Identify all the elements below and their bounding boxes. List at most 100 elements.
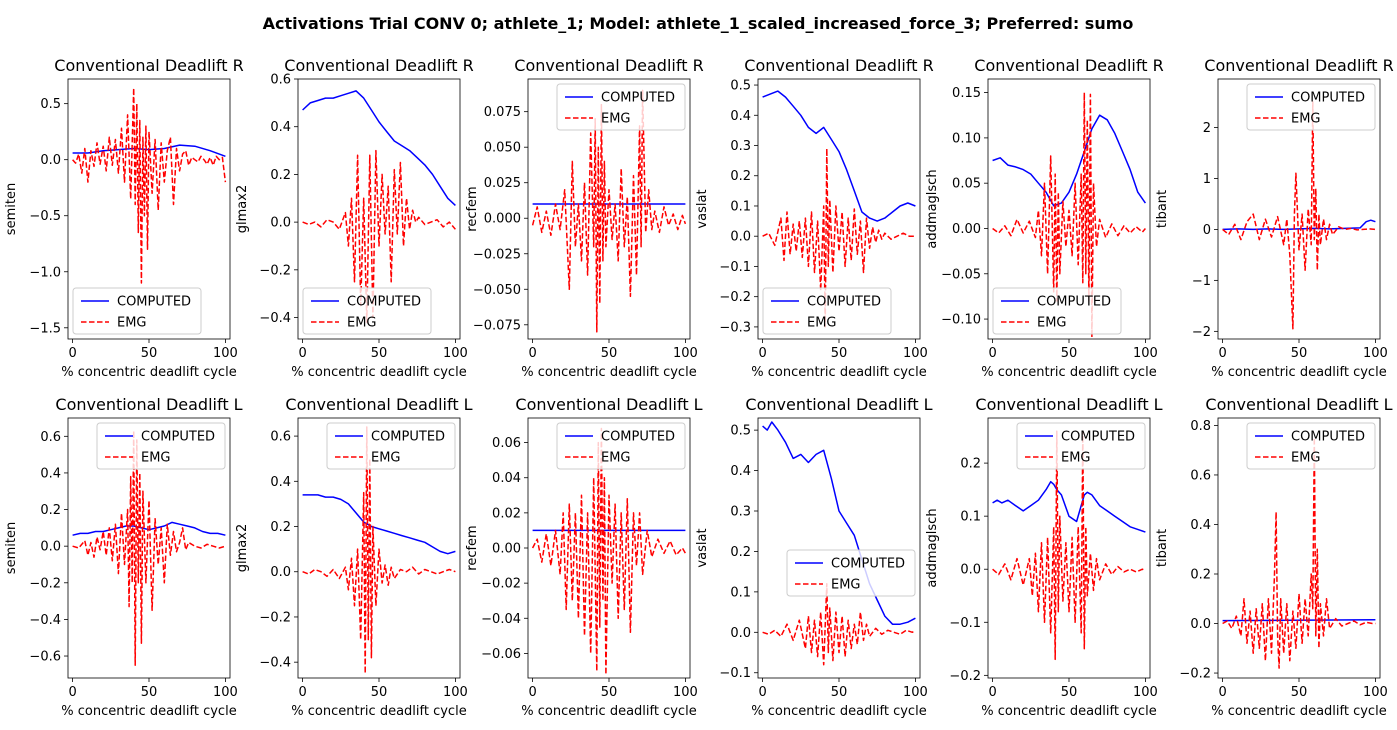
series-line-computed [992, 114, 1147, 207]
legend: COMPUTED EMG [326, 422, 456, 470]
legend: COMPUTED EMG [302, 287, 432, 335]
y-tick-label: 0.2 [730, 169, 751, 184]
legend-label: COMPUTED [831, 557, 905, 572]
subplot-12: Conventional Deadlift L 0 50 100 −0.2 0.0 0.2 0… [1155, 395, 1393, 719]
series-line-computed [72, 521, 226, 536]
series-group [72, 430, 226, 666]
y-tick-label: 0.025 [484, 176, 521, 191]
x-tick-label: 0 [298, 685, 306, 700]
legend-label: EMG [117, 316, 147, 331]
series-line-emg [1222, 437, 1376, 669]
axes-frame [757, 417, 921, 679]
x-tick-label: 100 [673, 685, 698, 700]
figure-title: Activations Trial CONV 0; athlete_1; Mod… [263, 14, 1134, 33]
x-tick-label: 50 [141, 685, 158, 700]
y-tick-label: 0.6 [270, 430, 291, 445]
x-tick-label: 0 [1218, 685, 1226, 700]
y-tick-label: 0.6 [270, 73, 291, 88]
subplot-title: Conventional Deadlift R [744, 56, 933, 75]
y-tick-label: 0.1 [730, 585, 751, 600]
series-group [302, 90, 456, 324]
x-tick-label: 0 [528, 346, 536, 361]
y-tick-label: −1 [1192, 274, 1211, 289]
subplot-title: Conventional Deadlift R [54, 56, 243, 75]
y-tick-label: 0.050 [484, 141, 521, 156]
x-tick-label: 100 [213, 685, 238, 700]
y-tick-label: −0.05 [941, 267, 981, 282]
y-tick-label: 2 [1203, 121, 1211, 136]
legend-label: EMG [371, 451, 401, 466]
subplot-9: Conventional Deadlift L 0 50 100 −0.06 −0.04 −… [465, 395, 703, 719]
legend-label: EMG [1291, 451, 1321, 466]
x-axis-label: % concentric deadlift cycle [61, 365, 236, 380]
subplot-10: Conventional Deadlift L 0 50 100 −0.1 0.0 0.1 0… [695, 395, 933, 719]
series-group [992, 91, 1147, 338]
subplot-title: Conventional Deadlift L [975, 395, 1162, 414]
x-axis-label: % concentric deadlift cycle [751, 704, 926, 719]
subplot-title: Conventional Deadlift L [745, 395, 932, 414]
x-tick-label: 100 [673, 346, 698, 361]
y-tick-label: 0.0 [1190, 617, 1211, 632]
y-tick-label: −2 [1192, 325, 1211, 340]
subplot-title: Conventional Deadlift L [285, 395, 472, 414]
legend-label: COMPUTED [141, 430, 215, 445]
x-axis-label: % concentric deadlift cycle [1211, 704, 1386, 719]
x-tick-label: 100 [213, 346, 238, 361]
legend-label: EMG [1037, 316, 1067, 331]
y-tick-label: −0.4 [29, 613, 61, 628]
y-tick-label: 0.04 [492, 471, 521, 486]
y-tick-label: −0.6 [29, 650, 61, 665]
y-axis-label: glmax2 [235, 185, 250, 233]
y-tick-label: 0.4 [270, 475, 291, 490]
subplot-title: Conventional Deadlift L [55, 395, 242, 414]
series-line-computed [302, 90, 456, 206]
y-tick-label: −0.06 [481, 647, 521, 662]
y-tick-label: 0.6 [40, 430, 61, 445]
series-group [762, 421, 916, 666]
y-tick-label: 0.10 [952, 131, 981, 146]
legend: COMPUTED EMG [556, 422, 686, 470]
legend-label: COMPUTED [1061, 430, 1135, 445]
y-tick-label: −1.5 [29, 321, 61, 336]
y-tick-label: 0.3 [730, 139, 751, 154]
x-axis-label: % concentric deadlift cycle [521, 365, 696, 380]
x-axis-label: % concentric deadlift cycle [1211, 365, 1386, 380]
y-tick-label: −0.2 [29, 576, 61, 591]
y-axis-label: recfem [465, 186, 480, 231]
y-tick-label: 0.0 [270, 216, 291, 231]
series-group [762, 90, 916, 328]
y-tick-label: 0.0 [40, 540, 61, 555]
y-tick-label: 0.5 [730, 79, 751, 94]
series-group [1222, 437, 1376, 669]
y-tick-label: −0.4 [259, 656, 291, 671]
x-tick-label: 100 [443, 685, 468, 700]
subplot-title: Conventional Deadlift L [515, 395, 702, 414]
legend-label: EMG [601, 451, 631, 466]
subplot-1: Conventional Deadlift R 0 50 100 −1.5 −1.0 −0.… [4, 56, 244, 380]
x-tick-label: 100 [903, 346, 928, 361]
legend: COMPUTED EMG [762, 287, 892, 335]
series-line-emg [1222, 101, 1376, 330]
subplot-title: Conventional Deadlift L [1205, 395, 1392, 414]
x-tick-label: 50 [831, 346, 848, 361]
y-tick-label: −0.050 [473, 283, 521, 298]
y-tick-label: 0 [1203, 223, 1211, 238]
y-tick-label: 0.3 [730, 505, 751, 520]
y-tick-label: −0.1 [949, 616, 981, 631]
legend: COMPUTED EMG [1246, 422, 1376, 470]
x-tick-label: 0 [1218, 346, 1226, 361]
y-tick-label: 0.5 [730, 424, 751, 439]
x-tick-label: 50 [1061, 346, 1078, 361]
legend-label: EMG [601, 112, 631, 127]
y-tick-label: −0.02 [481, 577, 521, 592]
x-axis-label: % concentric deadlift cycle [981, 365, 1156, 380]
series-line-computed [1222, 219, 1376, 231]
y-tick-label: 0.05 [952, 177, 981, 192]
legend-label: COMPUTED [601, 430, 675, 445]
x-tick-label: 100 [903, 685, 928, 700]
series-line-emg [302, 426, 456, 675]
y-axis-label: vaslat [695, 528, 710, 567]
y-tick-label: 0.2 [1190, 568, 1211, 583]
series-line-computed [762, 421, 916, 625]
series-line-computed [762, 90, 916, 222]
